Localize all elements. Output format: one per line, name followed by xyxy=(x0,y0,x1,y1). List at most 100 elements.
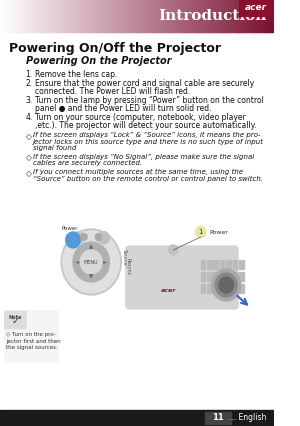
Text: Ensure that the power cord and signal cable are securely: Ensure that the power cord and signal ca… xyxy=(35,79,254,88)
Text: Powering On the Projector: Powering On the Projector xyxy=(26,56,171,66)
Bar xyxy=(228,0,231,32)
Bar xyxy=(224,0,226,32)
Bar xyxy=(153,0,156,32)
Bar xyxy=(84,0,88,32)
Bar xyxy=(139,0,142,32)
Bar xyxy=(27,0,31,32)
Bar xyxy=(230,0,233,32)
Bar xyxy=(239,0,274,16)
Bar xyxy=(232,284,237,293)
Bar xyxy=(207,284,211,293)
Text: ▲: ▲ xyxy=(89,245,93,250)
Bar xyxy=(269,0,272,32)
Bar xyxy=(73,0,76,32)
Bar xyxy=(11,0,15,32)
Text: connected. The Power LED will flash red.: connected. The Power LED will flash red. xyxy=(35,87,190,96)
Text: 2.: 2. xyxy=(26,79,33,88)
Bar xyxy=(148,0,152,32)
Bar xyxy=(201,0,204,32)
Text: 1: 1 xyxy=(198,229,203,235)
Bar xyxy=(130,0,133,32)
Bar xyxy=(220,284,224,293)
Text: Remove the lens cap.: Remove the lens cap. xyxy=(35,70,117,79)
Bar xyxy=(71,0,74,32)
Text: ... English: ... English xyxy=(230,414,267,423)
Text: ◇ Turn on the pro-
jector first and then
the signal sources.: ◇ Turn on the pro- jector first and then… xyxy=(6,332,61,350)
Bar xyxy=(55,0,58,32)
Bar xyxy=(205,0,208,32)
Text: If the screen displays “Lock” & “Source” icons, it means the pro-: If the screen displays “Lock” & “Source”… xyxy=(33,132,260,138)
Bar xyxy=(114,0,117,32)
Bar xyxy=(4,310,58,362)
Bar xyxy=(98,0,101,32)
Text: signal found: signal found xyxy=(33,145,76,151)
Bar xyxy=(208,0,211,32)
Bar xyxy=(213,272,218,281)
Bar xyxy=(0,410,274,426)
Bar xyxy=(171,0,174,32)
Bar xyxy=(207,272,211,281)
Bar xyxy=(169,0,172,32)
Text: If you connect multiple sources at the same time, using the: If you connect multiple sources at the s… xyxy=(33,169,243,175)
Bar xyxy=(32,0,35,32)
Bar xyxy=(182,0,186,32)
Bar xyxy=(210,0,213,32)
Bar xyxy=(41,0,44,32)
Bar xyxy=(125,0,129,32)
Bar xyxy=(2,0,5,32)
Bar xyxy=(107,0,110,32)
Circle shape xyxy=(81,233,87,241)
Bar xyxy=(157,0,161,32)
Bar xyxy=(226,284,231,293)
Bar xyxy=(68,0,72,32)
Text: Source: Source xyxy=(121,248,126,265)
Bar xyxy=(196,0,199,32)
Bar xyxy=(23,0,26,32)
Bar xyxy=(180,0,183,32)
Bar xyxy=(123,0,126,32)
Bar xyxy=(137,0,140,32)
Circle shape xyxy=(212,269,241,301)
Bar xyxy=(164,0,167,32)
Bar xyxy=(191,0,195,32)
Bar xyxy=(167,0,170,32)
Bar xyxy=(201,272,205,281)
Bar xyxy=(121,0,124,32)
Bar xyxy=(96,0,99,32)
Circle shape xyxy=(95,233,102,241)
Bar xyxy=(260,0,263,32)
Bar xyxy=(248,0,252,32)
Bar xyxy=(205,412,231,424)
Bar xyxy=(232,260,237,269)
Bar xyxy=(262,0,266,32)
Text: ◄: ◄ xyxy=(75,259,80,265)
Text: jector locks on this source type and there is no such type of input: jector locks on this source type and the… xyxy=(33,138,264,144)
Text: ✓: ✓ xyxy=(11,316,20,326)
Text: panel ● and the Power LED will turn solid red.: panel ● and the Power LED will turn soli… xyxy=(35,104,211,113)
Bar xyxy=(89,0,92,32)
Bar xyxy=(239,272,244,281)
Bar xyxy=(178,0,181,32)
Text: ▼: ▼ xyxy=(89,274,93,279)
Circle shape xyxy=(98,232,110,244)
Bar xyxy=(52,0,56,32)
Bar xyxy=(203,0,206,32)
Text: ►: ► xyxy=(103,259,107,265)
Text: ◇: ◇ xyxy=(26,153,32,162)
Bar xyxy=(221,0,224,32)
Bar xyxy=(66,0,69,32)
Text: 11: 11 xyxy=(212,414,224,423)
Bar xyxy=(116,0,119,32)
Text: acer: acer xyxy=(161,288,176,293)
Text: Introduction: Introduction xyxy=(158,9,266,23)
Bar xyxy=(213,284,218,293)
Bar xyxy=(198,0,202,32)
FancyBboxPatch shape xyxy=(4,311,26,329)
Bar xyxy=(94,0,97,32)
Bar xyxy=(118,0,122,32)
Circle shape xyxy=(63,231,119,293)
Bar xyxy=(141,0,145,32)
Bar xyxy=(64,0,67,32)
Text: Resync: Resync xyxy=(126,259,131,276)
Text: Power: Power xyxy=(61,225,78,230)
